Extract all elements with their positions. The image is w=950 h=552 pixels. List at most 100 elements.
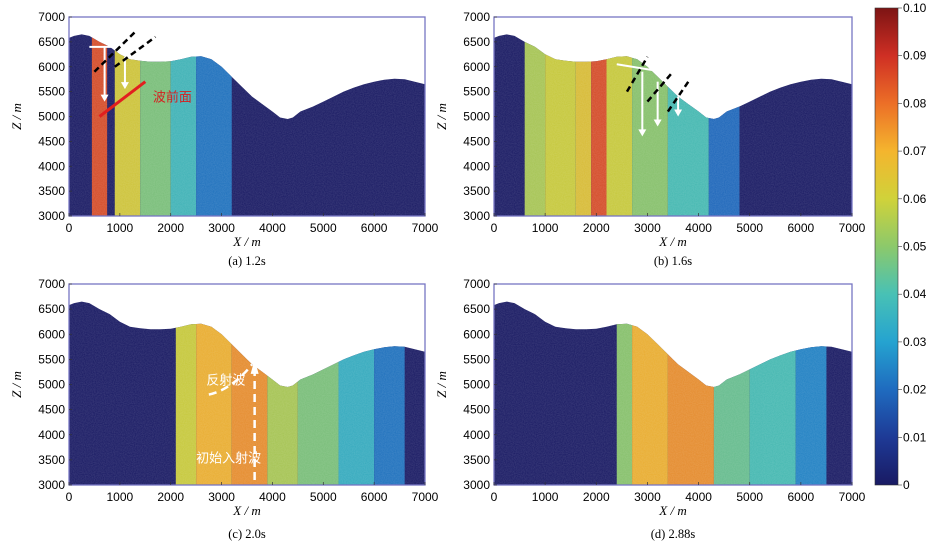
y-tick-label: 5500 xyxy=(463,352,490,366)
x-tick-label: 1000 xyxy=(107,490,134,504)
panel-b: 0 1000 2000 3000 4000 5000 6000 7000 3000 3500 400… xyxy=(434,10,866,268)
panel-caption: (d) 2.88s xyxy=(651,527,696,541)
x-tick-label: 1000 xyxy=(107,221,134,235)
panel-caption: (c) 2.0s xyxy=(228,527,266,541)
x-tick-label: 2000 xyxy=(157,490,184,504)
x-tick-label: 0 xyxy=(491,490,498,504)
x-tick-label: 5000 xyxy=(736,221,763,235)
panel-caption: (a) 1.2s xyxy=(228,254,266,268)
colorbar-gradient xyxy=(874,7,899,486)
panel-c: 0 1000 2000 3000 4000 5000 6000 7000 3000 3500 400… xyxy=(9,277,439,541)
x-tick-label: 3000 xyxy=(634,221,661,235)
colorbar-tick-label: 0 xyxy=(903,478,910,492)
y-tick-label: 5000 xyxy=(463,110,490,124)
annotation-label: 反射波 xyxy=(206,373,245,389)
x-tick-label: 1000 xyxy=(532,221,559,235)
y-tick-label: 3000 xyxy=(463,478,490,492)
annotation-label: 初始入射波 xyxy=(196,450,261,466)
annotation-label: 波前面 xyxy=(153,90,192,106)
y-tick-label: 6000 xyxy=(38,327,65,341)
y-axis-label: Z / m xyxy=(9,371,24,398)
grain-overlay xyxy=(494,301,852,485)
x-axis-label: X / m xyxy=(232,234,260,249)
y-tick-label: 3500 xyxy=(463,453,490,467)
y-tick-label: 6500 xyxy=(463,35,490,49)
x-tick-label: 2000 xyxy=(583,490,610,504)
y-tick-label: 6000 xyxy=(463,327,490,341)
wavefield xyxy=(494,301,852,485)
y-tick-label: 3000 xyxy=(38,478,65,492)
y-tick-label: 6500 xyxy=(38,35,65,49)
wavefront-dash xyxy=(114,35,157,68)
y-tick-label: 5500 xyxy=(38,85,65,99)
x-tick-label: 6000 xyxy=(788,221,815,235)
colorbar-tick-label: 0.10 xyxy=(903,1,927,15)
colorbar-tick-label: 0.09 xyxy=(903,49,927,63)
y-axis-label: Z / m xyxy=(9,103,24,130)
y-tick-label: 5000 xyxy=(38,110,65,124)
y-axis-label: Z / m xyxy=(434,371,449,398)
x-tick-label: 4000 xyxy=(685,221,712,235)
y-tick-label: 7000 xyxy=(463,277,490,291)
x-tick-label: 0 xyxy=(66,221,73,235)
y-tick-label: 5500 xyxy=(38,352,65,366)
x-tick-label: 2000 xyxy=(157,221,184,235)
wavefront-dash xyxy=(666,80,690,113)
y-tick-label: 6000 xyxy=(463,60,490,74)
arrow-head xyxy=(250,359,259,374)
x-tick-label: 3000 xyxy=(634,490,661,504)
y-tick-label: 7000 xyxy=(38,10,65,24)
wavefield xyxy=(494,34,852,216)
x-tick-label: 6000 xyxy=(788,490,815,504)
arrow-head xyxy=(100,94,109,102)
colorbar-tick-label: 0.01 xyxy=(903,430,927,444)
colorbar-tick-label: 0.03 xyxy=(903,335,927,349)
x-tick-label: 3000 xyxy=(208,490,235,504)
x-tick-label: 5000 xyxy=(310,221,337,235)
grain-overlay xyxy=(494,34,852,216)
ray-arrow xyxy=(616,63,663,73)
x-tick-label: 7000 xyxy=(412,221,439,235)
y-tick-label: 3500 xyxy=(38,184,65,198)
panel-a: 0 1000 2000 3000 4000 5000 6000 7000 3000 3500 400… xyxy=(9,10,439,268)
y-tick-label: 4000 xyxy=(38,428,65,442)
y-tick-label: 6500 xyxy=(38,302,65,316)
y-tick-label: 4500 xyxy=(463,134,490,148)
y-tick-label: 6000 xyxy=(38,60,65,74)
x-tick-label: 0 xyxy=(491,221,498,235)
colorbar-tick-label: 0.06 xyxy=(903,192,927,206)
y-tick-label: 5500 xyxy=(463,85,490,99)
y-tick-label: 4000 xyxy=(463,159,490,173)
x-tick-label: 5000 xyxy=(736,490,763,504)
x-axis-label: X / m xyxy=(658,234,686,249)
y-tick-label: 4000 xyxy=(463,428,490,442)
colorbar-tick-label: 0.02 xyxy=(903,383,927,397)
y-tick-label: 7000 xyxy=(38,277,65,291)
x-axis-label: X / m xyxy=(232,503,260,518)
y-tick-label: 3500 xyxy=(463,184,490,198)
y-tick-label: 7000 xyxy=(463,10,490,24)
y-tick-label: 6500 xyxy=(463,302,490,316)
x-tick-label: 4000 xyxy=(259,490,286,504)
colorbar: 0 0.01 0.02 0.03 0.04 0.05 0.06 0.07 0.08 0.09 0.1… xyxy=(874,1,927,492)
x-tick-label: 2000 xyxy=(583,221,610,235)
arrow-head xyxy=(638,129,647,137)
wavefront-dash xyxy=(646,70,674,103)
x-axis-label: X / m xyxy=(658,503,686,518)
arrow-head xyxy=(120,82,129,90)
y-axis-label: Z / m xyxy=(434,103,449,130)
wavefront-line xyxy=(98,80,147,118)
y-tick-label: 4500 xyxy=(463,403,490,417)
y-tick-label: 5000 xyxy=(38,378,65,392)
wavefront-dash xyxy=(625,56,649,93)
y-tick-label: 4500 xyxy=(38,403,65,417)
x-tick-label: 3000 xyxy=(208,221,235,235)
arrow-head xyxy=(674,109,683,117)
y-tick-label: 5000 xyxy=(463,378,490,392)
panel-d: 0 1000 2000 3000 4000 5000 6000 7000 3000 3500 400… xyxy=(434,277,866,541)
y-tick-label: 4500 xyxy=(38,134,65,148)
y-tick-label: 4000 xyxy=(38,159,65,173)
colorbar-tick-label: 0.08 xyxy=(903,96,927,110)
x-tick-label: 6000 xyxy=(361,490,388,504)
